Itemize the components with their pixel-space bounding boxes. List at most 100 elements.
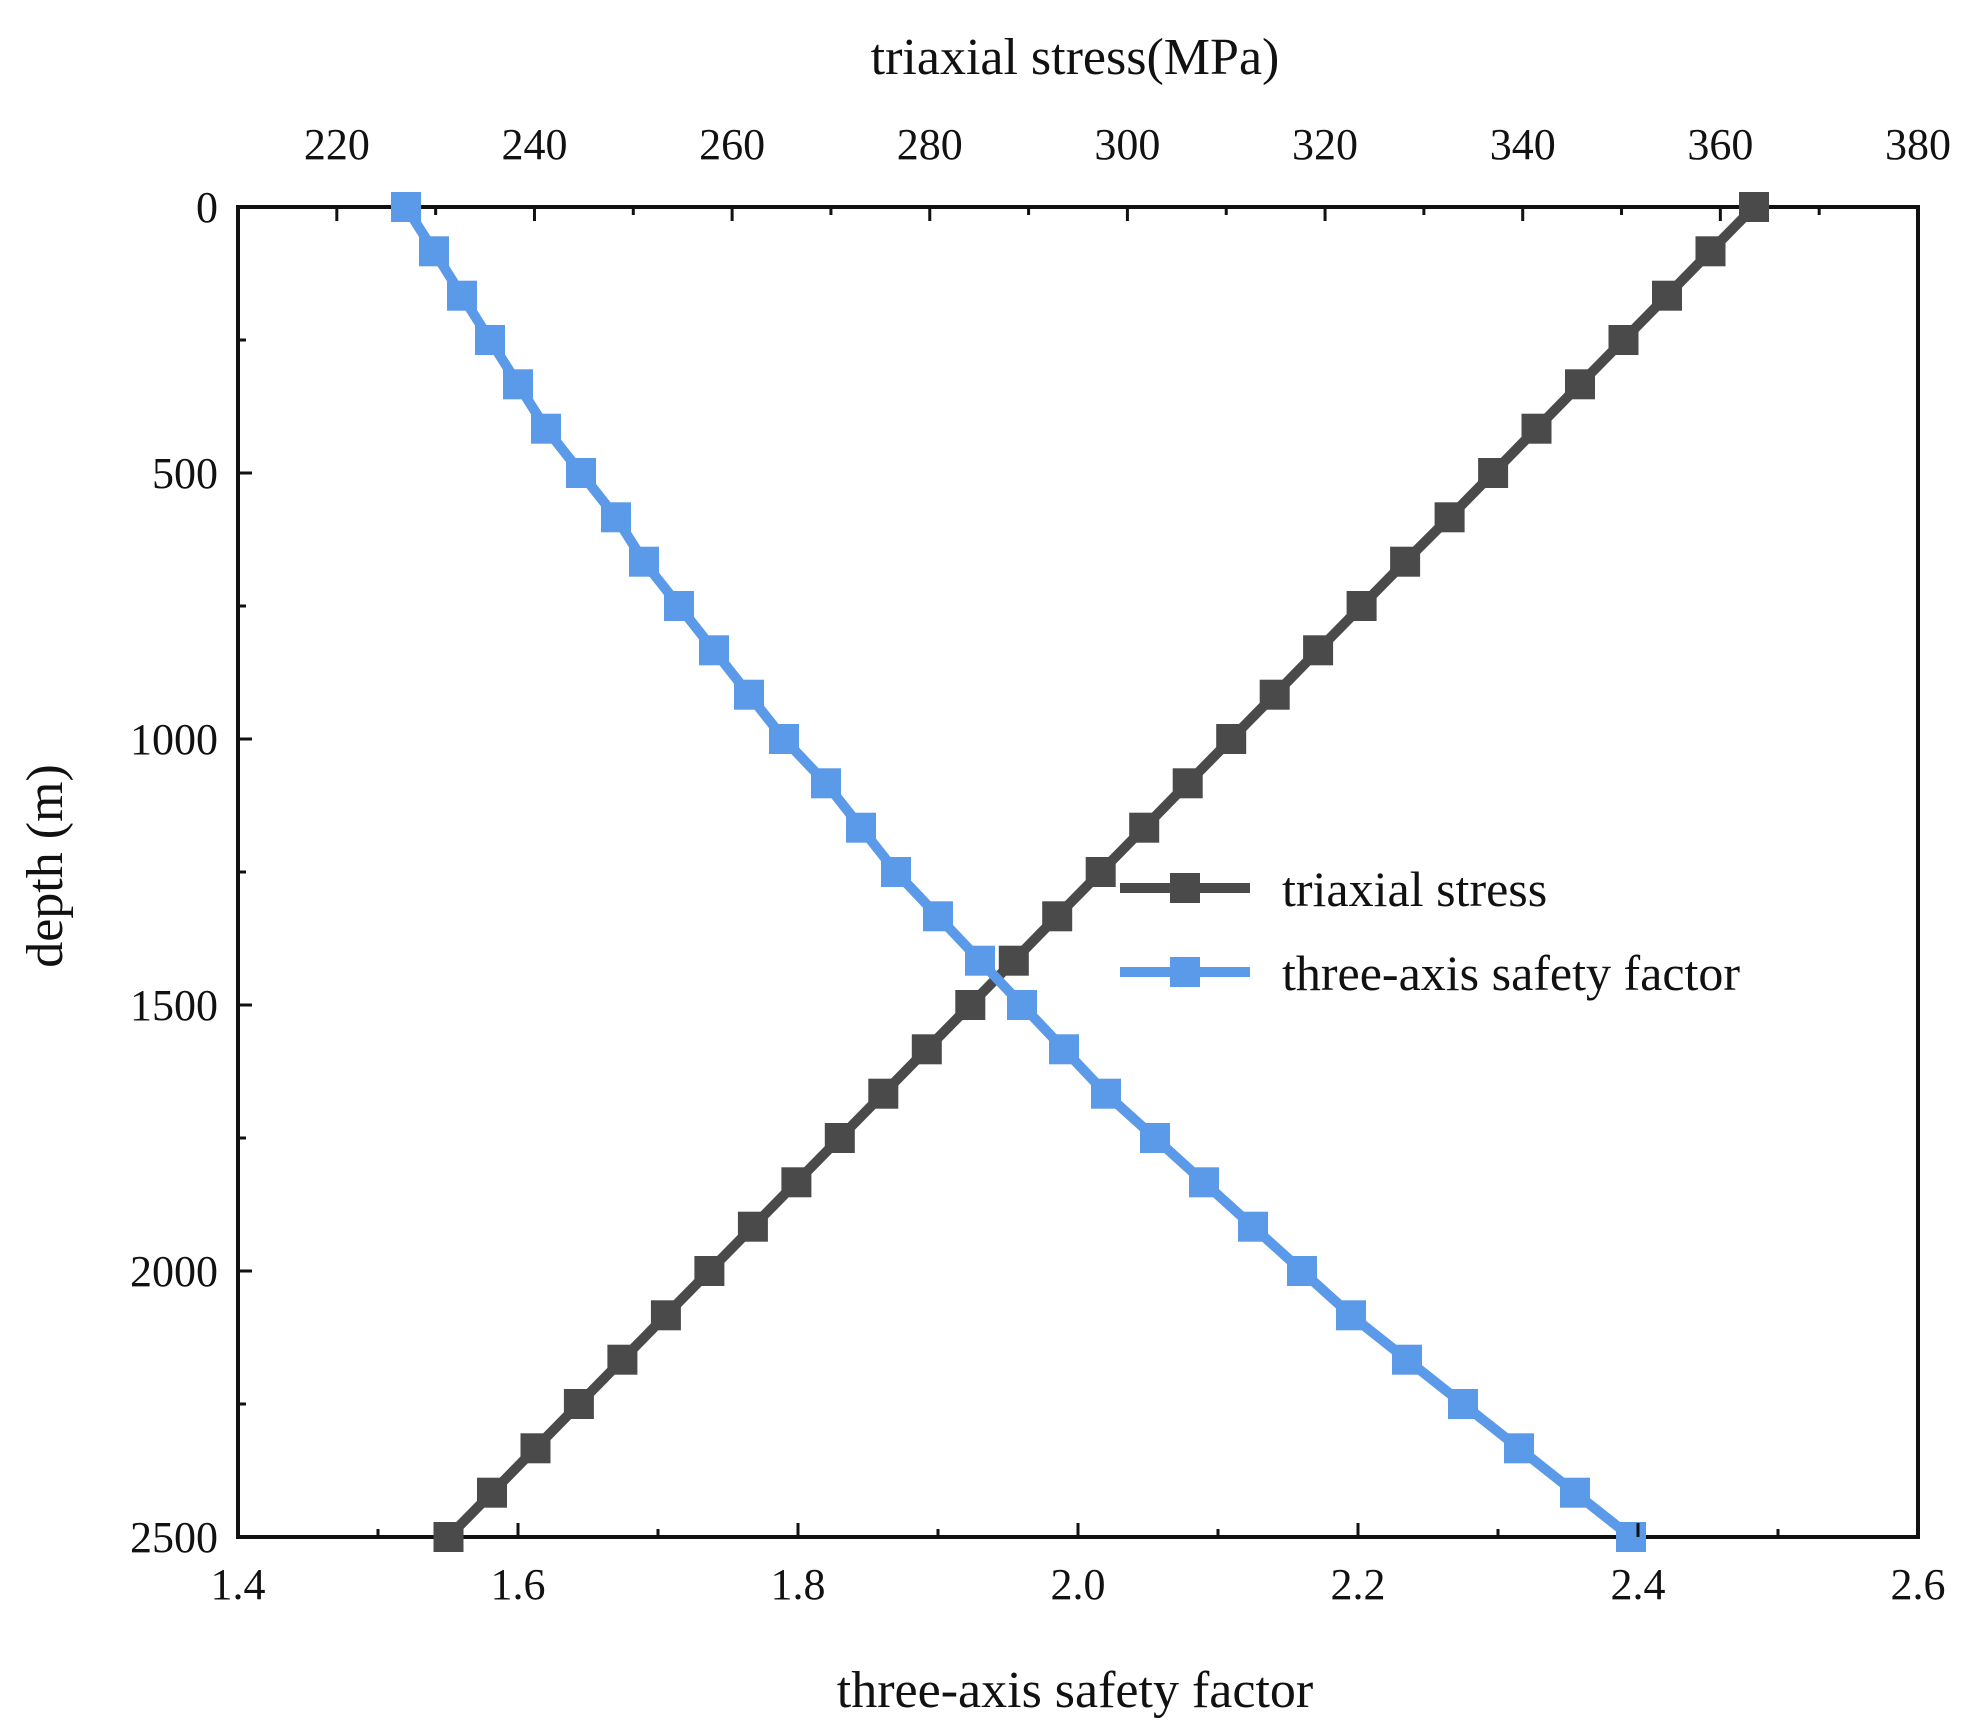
data-point-three-axis-safety-factor	[531, 413, 561, 444]
data-point-three-axis-safety-factor	[503, 369, 533, 400]
data-point-triaxial-stress	[1652, 280, 1682, 311]
data-point-three-axis-safety-factor	[419, 236, 449, 267]
bottom-x-tick-label: 1.8	[771, 1560, 826, 1609]
data-point-three-axis-safety-factor	[1448, 1389, 1478, 1419]
legend-label-triaxial-stress: triaxial stress	[1282, 861, 1547, 917]
bottom-axis-title: three-axis safety factor	[837, 1662, 1313, 1719]
data-point-three-axis-safety-factor	[664, 591, 694, 621]
data-point-triaxial-stress	[607, 1344, 638, 1375]
ticks-layer: 220 240 260 280 300 320 340 360 380 1.4 1.6 1.8 2.0 2…	[130, 120, 1951, 1609]
top-x-tick-label: 220	[304, 120, 370, 169]
data-point-three-axis-safety-factor	[1504, 1433, 1534, 1464]
data-point-triaxial-stress	[1042, 901, 1073, 932]
data-point-triaxial-stress	[1172, 768, 1203, 799]
bottom-x-tick-label: 1.4	[211, 1560, 266, 1609]
plot-border	[236, 205, 1920, 1539]
data-point-triaxial-stress	[650, 1300, 681, 1331]
data-point-triaxial-stress	[477, 1477, 507, 1508]
data-point-three-axis-safety-factor	[447, 280, 477, 311]
bottom-x-tick-label: 2.4	[1611, 1560, 1666, 1609]
top-x-tick-label: 360	[1687, 120, 1753, 169]
data-point-three-axis-safety-factor	[769, 724, 799, 754]
y-tick-label: 1000	[130, 715, 218, 764]
top-x-tick-label: 300	[1094, 120, 1160, 169]
data-point-triaxial-stress	[1346, 591, 1377, 621]
bottom-x-tick-label: 2.6	[1891, 1560, 1946, 1609]
data-point-three-axis-safety-factor	[1007, 990, 1037, 1020]
series-three-axis-safety-factor	[391, 192, 1646, 1552]
data-point-triaxial-stress	[868, 1078, 899, 1109]
data-point-three-axis-safety-factor	[629, 546, 659, 577]
data-point-three-axis-safety-factor	[811, 768, 841, 799]
data-point-triaxial-stress	[1390, 546, 1421, 577]
data-point-three-axis-safety-factor	[1287, 1256, 1317, 1286]
top-x-tick-label: 280	[897, 120, 963, 169]
data-point-triaxial-stress	[1434, 502, 1465, 533]
data-point-three-axis-safety-factor	[846, 812, 876, 843]
top-x-tick-label: 320	[1292, 120, 1358, 169]
data-point-three-axis-safety-factor	[566, 458, 596, 488]
data-point-triaxial-stress	[737, 1211, 768, 1242]
data-point-triaxial-stress	[1085, 857, 1116, 887]
top-x-tick-label: 380	[1885, 120, 1951, 169]
data-point-three-axis-safety-factor	[699, 635, 729, 666]
data-point-triaxial-stress	[911, 1034, 942, 1065]
legend-item-safety-factor: three-axis safety factor	[1120, 945, 1740, 1001]
data-point-three-axis-safety-factor	[391, 192, 421, 222]
legend-marker-triaxial-stress	[1170, 873, 1200, 903]
top-x-tick-label: 260	[699, 120, 765, 169]
top-axis-title: triaxial stress(MPa)	[871, 29, 1280, 86]
data-point-three-axis-safety-factor	[1238, 1211, 1268, 1242]
data-point-three-axis-safety-factor	[601, 502, 631, 533]
data-point-three-axis-safety-factor	[1189, 1167, 1219, 1198]
data-point-triaxial-stress	[1303, 635, 1334, 666]
data-point-triaxial-stress	[998, 945, 1029, 976]
data-point-three-axis-safety-factor	[965, 945, 995, 976]
data-point-triaxial-stress	[1739, 192, 1769, 222]
data-point-three-axis-safety-factor	[1392, 1344, 1422, 1375]
legend: triaxial stress three-axis safety factor	[1120, 861, 1740, 1001]
data-point-three-axis-safety-factor	[734, 679, 764, 710]
plot-frame	[236, 205, 1920, 1539]
data-point-three-axis-safety-factor	[1616, 1522, 1646, 1552]
y-tick-label: 500	[152, 449, 218, 498]
data-point-triaxial-stress	[1259, 679, 1290, 710]
bottom-x-tick-label: 2.0	[1051, 1560, 1106, 1609]
legend-marker-safety-factor	[1170, 957, 1200, 987]
data-point-three-axis-safety-factor	[1091, 1078, 1121, 1109]
top-x-tick-label: 340	[1490, 120, 1556, 169]
legend-item-triaxial-stress: triaxial stress	[1120, 861, 1547, 917]
data-point-three-axis-safety-factor	[1560, 1477, 1590, 1508]
data-point-triaxial-stress	[1695, 236, 1726, 267]
data-point-triaxial-stress	[955, 990, 986, 1020]
y-axis-title: depth (m)	[17, 764, 74, 968]
top-x-tick-label: 240	[501, 120, 567, 169]
data-point-triaxial-stress	[1216, 724, 1247, 754]
y-tick-label: 2000	[130, 1247, 218, 1296]
data-point-three-axis-safety-factor	[923, 901, 953, 932]
bottom-x-tick-label: 1.6	[491, 1560, 546, 1609]
data-point-triaxial-stress	[1608, 325, 1639, 355]
data-point-triaxial-stress	[824, 1123, 855, 1153]
data-point-three-axis-safety-factor	[1049, 1034, 1079, 1065]
bottom-x-tick-label: 2.2	[1331, 1560, 1386, 1609]
data-point-triaxial-stress	[1565, 369, 1595, 400]
data-point-three-axis-safety-factor	[1336, 1300, 1366, 1331]
data-point-triaxial-stress	[694, 1256, 725, 1286]
y-tick-label: 0	[196, 183, 218, 232]
data-point-three-axis-safety-factor	[475, 325, 505, 355]
data-point-triaxial-stress	[1478, 458, 1509, 488]
y-tick-label: 1500	[130, 981, 218, 1030]
data-point-triaxial-stress	[781, 1167, 812, 1198]
series-triaxial-stress	[433, 192, 1769, 1552]
data-point-triaxial-stress	[520, 1433, 551, 1464]
data-point-three-axis-safety-factor	[881, 857, 911, 887]
data-point-triaxial-stress	[433, 1522, 464, 1552]
data-point-triaxial-stress	[1521, 413, 1552, 444]
data-point-three-axis-safety-factor	[1140, 1123, 1170, 1153]
legend-label-safety-factor: three-axis safety factor	[1282, 945, 1740, 1001]
y-tick-label: 2500	[130, 1513, 218, 1562]
data-point-triaxial-stress	[563, 1389, 594, 1419]
series-layer	[391, 192, 1769, 1552]
